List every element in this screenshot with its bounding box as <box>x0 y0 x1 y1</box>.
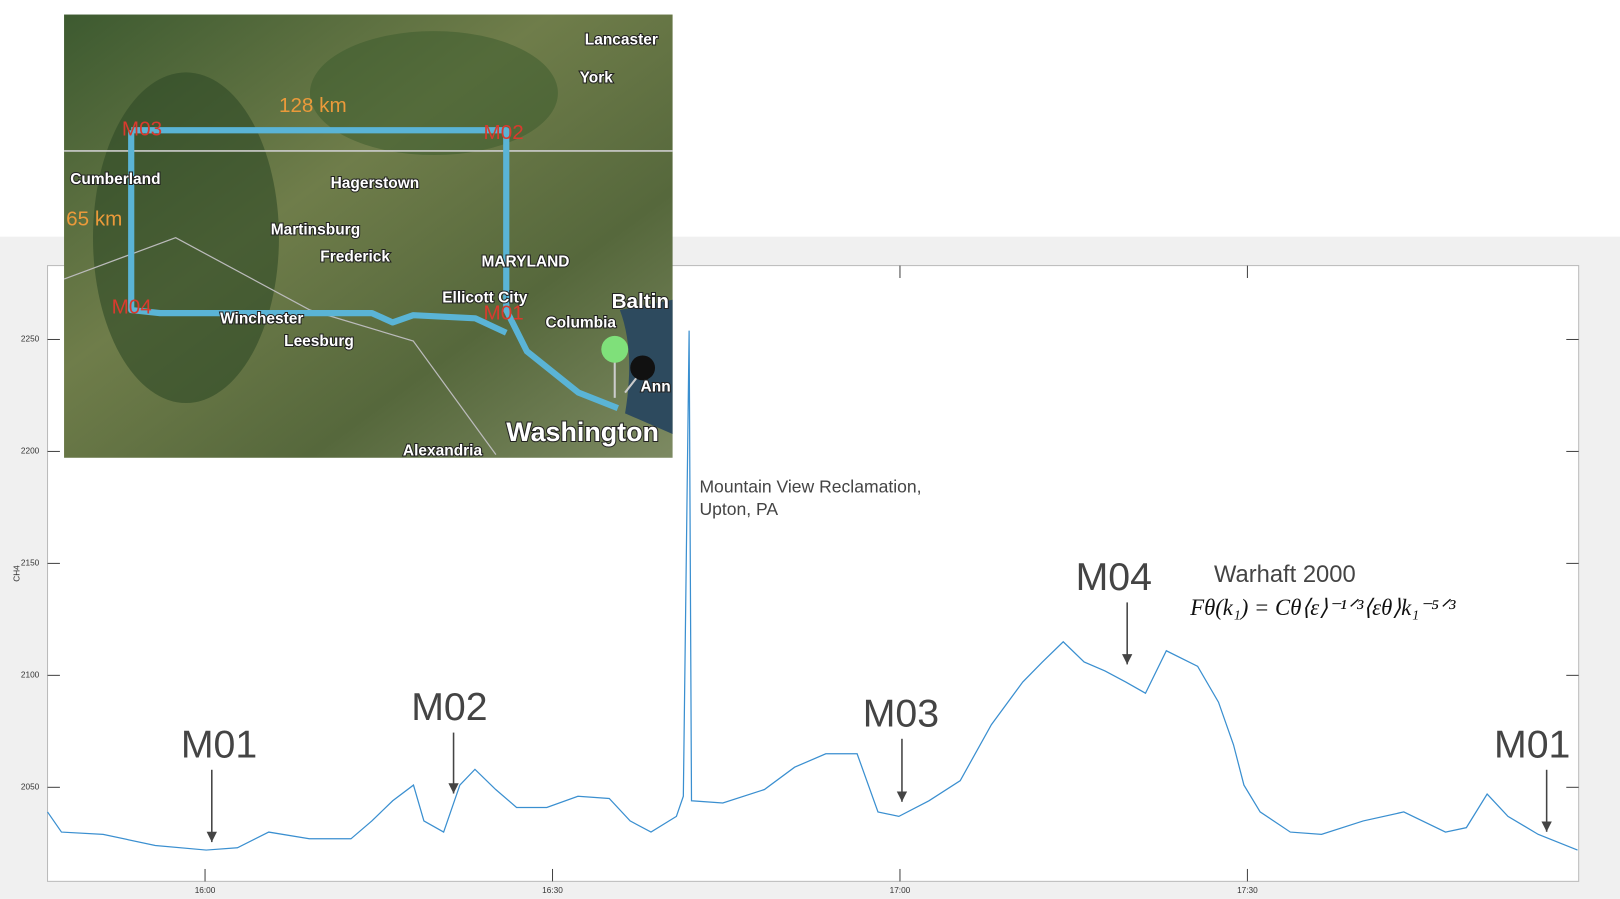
map-label: Ellicott City <box>442 290 528 307</box>
annotation-label: M01 <box>181 722 257 766</box>
map-label: M03 <box>122 118 162 141</box>
y-tick-label: 2100 <box>21 671 40 680</box>
annotation-label: M01 <box>1494 722 1570 766</box>
annotation-label: M02 <box>411 685 487 729</box>
y-axis-label: CH4 <box>13 565 22 582</box>
y-tick-label: 2200 <box>21 447 40 456</box>
annotation-arrowhead <box>1122 654 1133 665</box>
map-label: M04 <box>112 295 152 318</box>
x-tick-label: 16:00 <box>195 886 216 895</box>
annotation-arrowhead <box>1541 821 1552 832</box>
map-label: MARYLAND <box>481 254 569 271</box>
map-terrain <box>92 72 279 404</box>
map-label: Leesburg <box>284 333 354 350</box>
map-label: Baltin <box>612 290 669 313</box>
map-label: Ann <box>641 379 671 396</box>
map-label: 65 km <box>66 208 122 231</box>
map-label: Winchester <box>220 310 303 327</box>
map-label: Columbia <box>546 315 617 332</box>
annotation-arrowhead <box>206 831 217 843</box>
map-pin <box>630 355 656 381</box>
map-label: York <box>580 70 614 87</box>
map-label: Frederick <box>320 248 390 265</box>
annotation-arrowhead <box>448 783 459 794</box>
note-text: Upton, PA <box>699 499 778 519</box>
y-tick-label: 2250 <box>21 335 40 344</box>
x-tick-label: 16:30 <box>542 886 563 895</box>
note-text: Mountain View Reclamation, <box>699 476 921 496</box>
x-tick-label: 17:00 <box>890 886 911 895</box>
map-label: Alexandria <box>403 443 483 460</box>
map-pin <box>601 335 629 363</box>
x-tick-label: 17:30 <box>1237 886 1258 895</box>
map-terrain <box>309 31 558 156</box>
reference-text: Warhaft 2000 <box>1214 561 1356 588</box>
map-label: M01 <box>484 302 524 325</box>
map-label: Washington <box>506 417 659 447</box>
flight-route <box>128 127 619 412</box>
map-label: Lancaster <box>585 31 658 48</box>
y-tick-label: 2050 <box>21 783 40 792</box>
map-label: Cumberland <box>70 171 160 188</box>
map-label: 128 km <box>279 94 347 117</box>
annotation-label: M04 <box>1076 555 1152 599</box>
map-label: Martinsburg <box>271 222 360 239</box>
data-line <box>47 330 1578 851</box>
plot: 2050 2100 2150 2200 2250 16:00 16:30 17:00 17:30… <box>21 265 1579 895</box>
map-label: M02 <box>484 121 524 144</box>
y-tick-label: 2150 <box>21 559 40 568</box>
formula: Fθ(k₁) = Cθ⟨ε⟩⁻¹ᐟ³⟨εθ⟩k₁⁻⁵ᐟ³ <box>1189 595 1456 620</box>
map-label: Hagerstown <box>331 175 420 192</box>
map-inset: Lancaster York 128 km M03 M02 Cumberland Hager… <box>63 14 673 461</box>
annotation-arrowhead <box>896 791 908 802</box>
annotation-label: M03 <box>863 691 939 735</box>
